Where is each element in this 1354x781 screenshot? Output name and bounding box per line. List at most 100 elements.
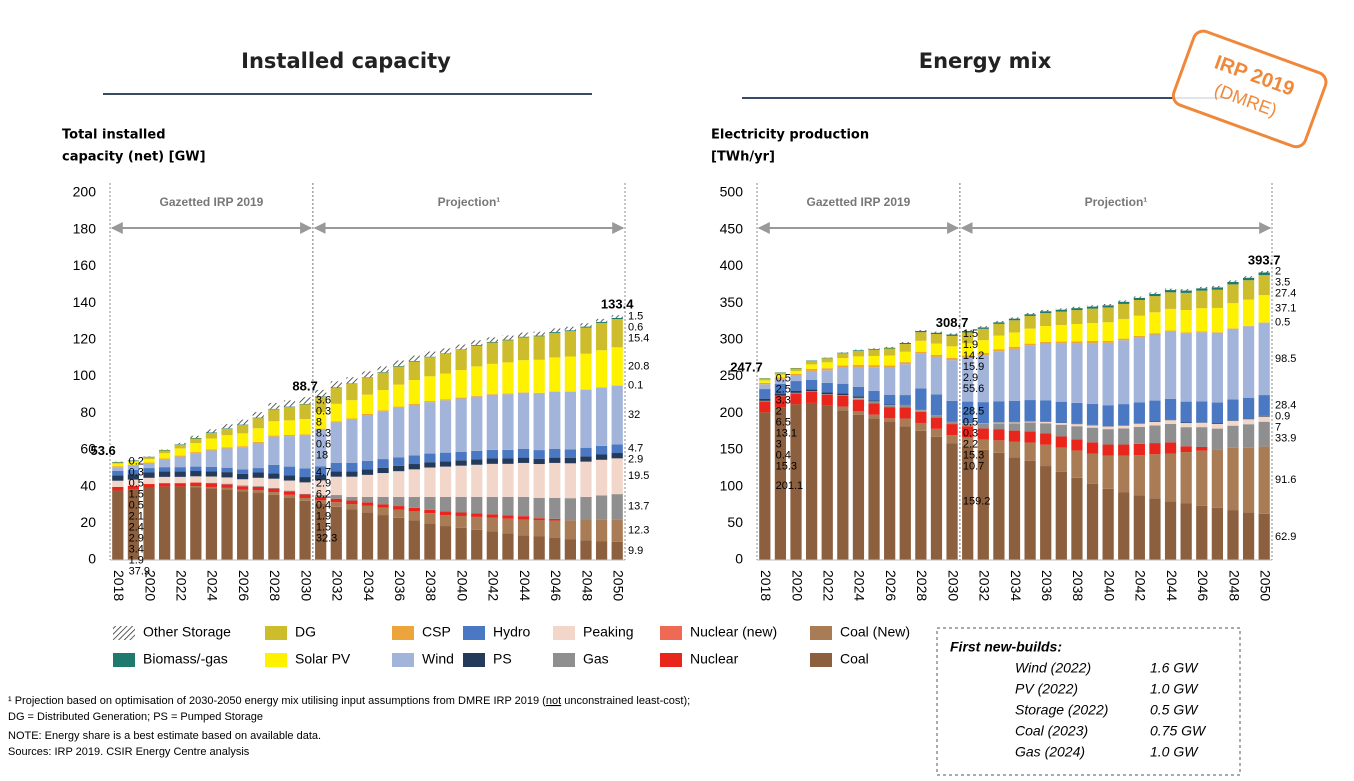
bar-segment bbox=[330, 381, 342, 388]
total-label: 88.7 bbox=[292, 379, 317, 394]
bar-segment bbox=[471, 529, 483, 560]
value-label: 37.9 bbox=[129, 566, 150, 578]
bar-segment bbox=[595, 445, 608, 455]
bar-segment bbox=[533, 450, 545, 459]
bar-segment bbox=[159, 471, 171, 477]
bar-segment bbox=[455, 370, 467, 398]
value-label: 15.3 bbox=[776, 460, 797, 472]
bar-segment bbox=[868, 348, 880, 350]
bar-segment bbox=[1196, 288, 1208, 291]
bar-segment bbox=[502, 496, 514, 516]
bar-segment bbox=[455, 397, 467, 399]
bar-segment bbox=[377, 496, 389, 505]
bar-segment bbox=[1164, 288, 1177, 291]
x-tick-label: 2034 bbox=[361, 570, 377, 601]
bar-segment bbox=[424, 509, 436, 514]
bar-segment bbox=[1180, 427, 1192, 447]
bar-segment bbox=[502, 339, 514, 341]
bar-segment bbox=[252, 490, 264, 494]
bar-segment bbox=[1180, 332, 1192, 334]
bar-segment bbox=[1164, 308, 1177, 331]
bar-segment bbox=[205, 466, 218, 472]
bar-segment bbox=[1071, 308, 1083, 311]
value-label: 2.5 bbox=[776, 383, 791, 395]
bar-segment bbox=[252, 472, 264, 478]
bar-segment bbox=[915, 388, 927, 410]
bar-segment bbox=[346, 500, 358, 505]
bar-segment bbox=[237, 491, 249, 560]
value-label: 32.3 bbox=[316, 533, 337, 545]
bar-segment bbox=[424, 513, 436, 524]
value-label: 14.2 bbox=[963, 350, 984, 362]
legend-swatch bbox=[463, 626, 485, 640]
bar-segment bbox=[1040, 326, 1052, 342]
bar-segment bbox=[595, 321, 608, 323]
bar-segment bbox=[993, 335, 1005, 350]
bar-segment bbox=[268, 402, 280, 409]
bar-segment bbox=[774, 374, 787, 378]
value-label: 0.5 bbox=[1275, 316, 1290, 328]
bar-segment bbox=[268, 421, 280, 436]
bar-segment bbox=[1258, 322, 1270, 396]
bar-segment bbox=[455, 349, 467, 350]
value-label: 0.6 bbox=[316, 438, 331, 450]
bar-segment bbox=[564, 449, 576, 458]
bar-segment bbox=[1008, 423, 1021, 431]
bar-segment bbox=[408, 520, 420, 560]
bar-segment bbox=[439, 511, 452, 516]
bar-segment bbox=[899, 342, 911, 343]
bar-segment bbox=[930, 394, 943, 416]
bar-segment bbox=[424, 401, 436, 403]
value-label: 13.1 bbox=[776, 427, 797, 439]
bar-segment bbox=[377, 515, 389, 560]
bar-segment bbox=[1102, 426, 1114, 430]
bar-segment bbox=[1071, 402, 1083, 424]
bar-segment bbox=[377, 372, 389, 373]
bar-segment bbox=[1180, 401, 1192, 423]
new-builds-title: First new-builds: bbox=[950, 639, 1062, 655]
value-label: 4.7 bbox=[316, 467, 331, 479]
bar-segment bbox=[471, 513, 483, 517]
bar-segment bbox=[837, 352, 849, 354]
bar-segment bbox=[993, 423, 1005, 430]
bar-segment bbox=[977, 423, 989, 429]
bar-segment bbox=[1071, 310, 1083, 325]
bar-segment bbox=[868, 414, 880, 419]
value-label: 15.9 bbox=[963, 361, 984, 373]
bar-segment bbox=[1196, 422, 1208, 423]
bar-segment bbox=[221, 428, 233, 436]
bar-segment bbox=[837, 410, 849, 560]
value-label: 0.1 bbox=[628, 379, 643, 391]
bar-segment bbox=[1196, 422, 1208, 428]
stamp-frame bbox=[1171, 29, 1328, 149]
legend-label: Coal bbox=[840, 651, 869, 667]
bar-segment bbox=[1133, 423, 1145, 427]
bar-segment bbox=[884, 404, 896, 406]
bar-segment bbox=[361, 371, 374, 378]
bar-segment bbox=[1211, 507, 1223, 560]
bar-segment bbox=[424, 467, 436, 497]
bar-segment bbox=[564, 498, 576, 521]
bar-segment bbox=[977, 355, 989, 403]
bar-segment bbox=[580, 389, 592, 448]
bar-segment bbox=[774, 378, 787, 384]
bar-segment bbox=[899, 395, 911, 405]
bar-segment bbox=[143, 484, 155, 488]
x-tick-label: 2046 bbox=[1195, 570, 1211, 601]
value-label: 2.4 bbox=[129, 522, 144, 534]
bar-segment bbox=[1227, 303, 1239, 329]
legend-label: Nuclear bbox=[690, 651, 739, 667]
value-label: 91.6 bbox=[1275, 474, 1296, 486]
bar-segment bbox=[962, 355, 974, 358]
bar-segment bbox=[580, 353, 592, 390]
new-builds-cell: 1.0 GW bbox=[1150, 681, 1199, 697]
bar-segment bbox=[174, 444, 186, 449]
value-label: 98.5 bbox=[1275, 353, 1296, 365]
bar-segment bbox=[1164, 501, 1177, 560]
bar-segment bbox=[408, 404, 420, 456]
legend-swatch bbox=[265, 626, 287, 640]
value-label: 201.1 bbox=[776, 480, 804, 492]
header: Installed capacity bbox=[241, 49, 451, 73]
bar-segment bbox=[112, 466, 124, 468]
